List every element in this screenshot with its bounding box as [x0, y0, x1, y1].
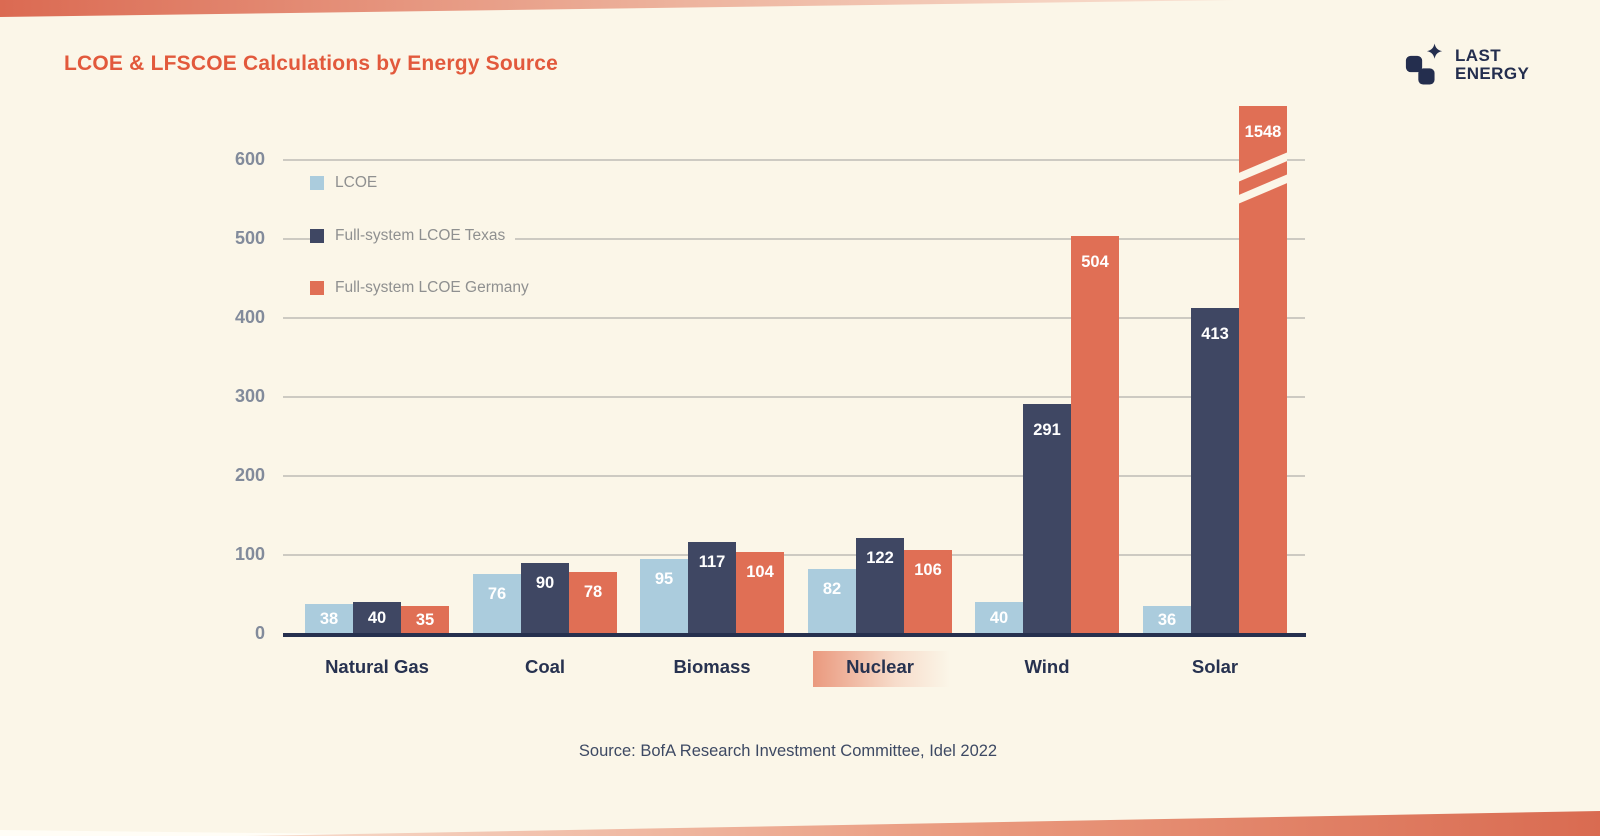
- sparkle-icon: [1426, 43, 1443, 59]
- gridline-500: [283, 238, 1305, 240]
- bar-nuclear-lcoe: 82: [808, 569, 856, 634]
- y-axis-label-300: 300: [234, 386, 265, 406]
- bar-wind-texas: 291: [1023, 404, 1071, 634]
- logo-line-2: ENERGY: [1455, 63, 1530, 83]
- bar-value-label: 82: [822, 580, 842, 598]
- legend-swatch-lcoe: [310, 176, 324, 190]
- gridline-300: [283, 396, 1305, 398]
- y-axis-label-600: 600: [234, 149, 265, 169]
- bar-solar-lcoe: 36: [1143, 606, 1191, 634]
- bar-value-label: 413: [1201, 325, 1229, 343]
- legend-label: LCOE: [335, 174, 378, 191]
- nuclear-highlight: [812, 651, 950, 687]
- bar-value-label: 504: [1081, 253, 1109, 271]
- bar-natural-gas-germany: 35: [401, 606, 449, 634]
- bar-biomass-lcoe: 95: [640, 559, 688, 634]
- last-energy-logo-text: LAST ENERGY: [1455, 45, 1530, 83]
- bar-value-label: 78: [583, 583, 603, 601]
- bar-value-label: 291: [1033, 421, 1061, 439]
- gridline-400: [283, 317, 1305, 319]
- category-label-biomass: Biomass: [673, 656, 751, 677]
- bar-coal-lcoe: 76: [473, 574, 521, 634]
- bar-coal-texas: 90: [521, 563, 569, 634]
- bar-natural-gas-lcoe: 38: [305, 604, 353, 634]
- bar-natural-gas-texas: 40: [353, 602, 401, 634]
- legend-item-fs-lcoe-germany: Full-system LCOE Germany: [310, 276, 539, 300]
- y-axis-label-400: 400: [234, 307, 265, 327]
- category-label-natural-gas: Natural Gas: [325, 656, 429, 677]
- bar-value-label: 106: [914, 561, 942, 579]
- legend-swatch-germany: [310, 281, 324, 295]
- bar-value-label: 40: [367, 609, 387, 627]
- bar-solar-texas: 413: [1191, 308, 1239, 634]
- bar-value-label: 35: [415, 611, 435, 629]
- source-citation: Source: BofA Research Investment Committ…: [578, 742, 998, 760]
- bar-coal-germany: 78: [569, 572, 617, 634]
- bar-value-label: 117: [698, 553, 726, 571]
- last-energy-logo-icon: [1405, 43, 1443, 85]
- legend-item-lcoe: LCOE: [310, 171, 388, 195]
- bar-solar-germany: 1548: [1239, 106, 1287, 634]
- legend-label: Full-system LCOE Germany: [335, 279, 529, 296]
- bar-value-label: 40: [989, 609, 1009, 627]
- y-axis-label-500: 500: [234, 228, 265, 248]
- bar-biomass-texas: 117: [688, 542, 736, 634]
- bar-value-label: 122: [866, 549, 894, 567]
- bar-nuclear-germany: 106: [904, 550, 952, 634]
- legend-item-fs-lcoe-texas: Full-system LCOE Texas: [310, 224, 516, 248]
- bar-value-label: 38: [319, 610, 339, 628]
- gridline-100: [283, 554, 1305, 556]
- gridline-600: [283, 159, 1305, 161]
- bar-wind-lcoe: 40: [975, 602, 1023, 634]
- chart-title: LCOE & LFSCOE Calculations by Energy Sou…: [64, 52, 559, 75]
- last-energy-logo: LAST ENERGY: [1404, 42, 1529, 87]
- legend-label: Full-system LCOE Texas: [335, 227, 506, 244]
- bar-value-label: 90: [535, 574, 555, 592]
- bar-value-label: 76: [487, 585, 507, 603]
- bar-value-label: 95: [654, 570, 674, 588]
- x-axis-line: [283, 633, 1306, 637]
- bar-value-label: 1548: [1244, 123, 1282, 141]
- bar-biomass-germany: 104: [736, 552, 784, 634]
- category-label-wind: Wind: [1024, 656, 1070, 677]
- bar-value-label: 104: [746, 563, 774, 581]
- gridline-200: [283, 475, 1305, 477]
- bar-nuclear-texas: 122: [856, 538, 904, 634]
- bar-value-label: 36: [1157, 611, 1177, 629]
- category-label-nuclear: Nuclear: [846, 656, 914, 677]
- logo-line-1: LAST: [1455, 45, 1501, 65]
- category-label-solar: Solar: [1191, 656, 1239, 677]
- bar-wind-germany: 504: [1071, 236, 1119, 634]
- category-label-coal: Coal: [524, 656, 566, 677]
- legend-swatch-texas: [310, 229, 324, 243]
- y-axis-label-200: 200: [234, 465, 265, 485]
- y-axis-label-0: 0: [254, 623, 265, 643]
- y-axis-label-100: 100: [234, 544, 265, 564]
